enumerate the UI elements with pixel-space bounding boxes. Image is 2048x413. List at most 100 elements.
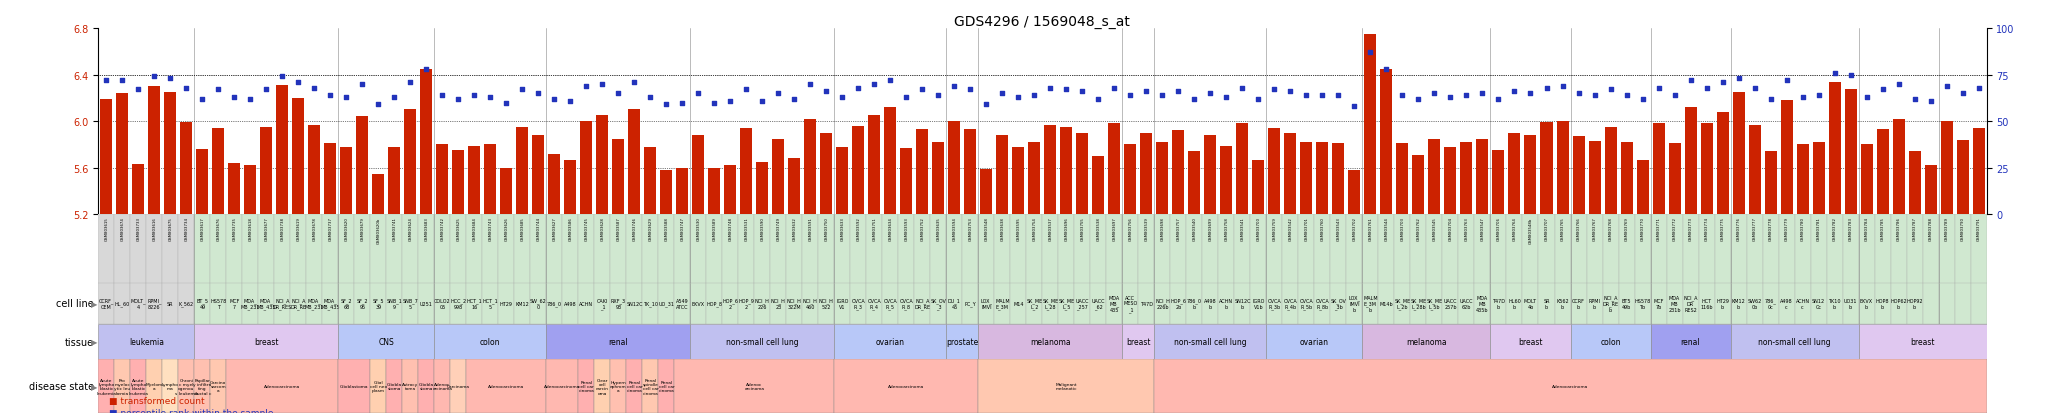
Text: A549
ATCC: A549 ATCC bbox=[676, 298, 688, 309]
Bar bbox=[434, 283, 451, 324]
Bar bbox=[1634, 215, 1651, 283]
Bar bbox=[1122, 283, 1139, 324]
Bar bbox=[514, 283, 530, 324]
Bar bbox=[98, 215, 115, 283]
Text: M14b: M14b bbox=[1380, 301, 1393, 306]
Text: NCI_H
23: NCI_H 23 bbox=[770, 298, 786, 309]
Bar bbox=[434, 215, 451, 283]
Bar bbox=[1477, 139, 1489, 413]
Bar bbox=[1475, 215, 1491, 283]
Bar bbox=[1874, 215, 1890, 283]
Bar bbox=[850, 283, 866, 324]
Bar bbox=[707, 283, 723, 324]
Bar bbox=[1538, 215, 1554, 283]
Point bbox=[1769, 78, 1802, 84]
Text: GSM803785: GSM803785 bbox=[1880, 217, 1884, 241]
Bar bbox=[1749, 125, 1761, 413]
Bar bbox=[1602, 283, 1618, 324]
Text: GSM803676: GSM803676 bbox=[217, 217, 221, 240]
Point bbox=[778, 96, 811, 103]
Text: GSM803787: GSM803787 bbox=[1913, 217, 1917, 241]
Bar bbox=[594, 283, 610, 324]
Bar bbox=[1122, 215, 1139, 283]
Bar bbox=[1282, 283, 1298, 324]
Point bbox=[217, 94, 250, 101]
Text: GSM803624: GSM803624 bbox=[408, 217, 412, 241]
Text: Clear
cell
carcin
oma: Clear cell carcin oma bbox=[596, 378, 608, 394]
Text: GSM803755: GSM803755 bbox=[1081, 217, 1085, 240]
Text: GSM803591: GSM803591 bbox=[809, 217, 813, 241]
Text: KM12
b: KM12 b bbox=[1733, 298, 1745, 309]
Bar bbox=[1874, 283, 1890, 324]
Bar bbox=[258, 215, 274, 283]
Text: HOP_8: HOP_8 bbox=[707, 301, 723, 306]
Text: OVCA
R_4: OVCA R_4 bbox=[868, 298, 881, 309]
Bar bbox=[563, 215, 578, 283]
Bar bbox=[1075, 215, 1090, 283]
Bar bbox=[563, 283, 578, 324]
Text: SK_ME
L_5: SK_ME L_5 bbox=[1059, 297, 1075, 310]
Text: OVCA
R_5: OVCA R_5 bbox=[883, 298, 897, 309]
Bar bbox=[1669, 144, 1681, 413]
Bar bbox=[866, 215, 883, 283]
Bar bbox=[1858, 215, 1874, 283]
Bar bbox=[1202, 215, 1219, 283]
Bar bbox=[709, 169, 721, 413]
Bar bbox=[178, 283, 195, 324]
Text: CCRF
b: CCRF b bbox=[1573, 298, 1585, 309]
Bar bbox=[1845, 89, 1858, 413]
Bar bbox=[657, 359, 674, 413]
Bar bbox=[834, 359, 979, 413]
Bar bbox=[1139, 215, 1155, 283]
Point bbox=[1898, 96, 1931, 103]
Bar bbox=[1827, 215, 1843, 283]
Text: MDA_
MB_435: MDA_ MB_435 bbox=[256, 297, 276, 310]
Text: ovarian: ovarian bbox=[877, 337, 905, 346]
Point bbox=[393, 79, 426, 86]
Bar bbox=[401, 359, 418, 413]
Text: GSM803746: GSM803746 bbox=[633, 217, 637, 241]
Text: GSM803633: GSM803633 bbox=[840, 217, 844, 241]
Text: GSM803537: GSM803537 bbox=[1049, 217, 1053, 241]
Text: Lympho
ma: Lympho ma bbox=[162, 382, 178, 390]
Bar bbox=[723, 215, 739, 283]
Bar bbox=[1651, 324, 1731, 359]
Point bbox=[1434, 94, 1466, 101]
Bar bbox=[117, 94, 129, 413]
Bar bbox=[227, 283, 242, 324]
Text: GSM803539: GSM803539 bbox=[1145, 217, 1149, 241]
Bar bbox=[930, 283, 946, 324]
Text: GSM803704: GSM803704 bbox=[1448, 217, 1452, 241]
Bar bbox=[643, 359, 657, 413]
Point bbox=[1530, 85, 1563, 92]
Bar bbox=[1651, 283, 1667, 324]
Point bbox=[1067, 89, 1100, 95]
Bar bbox=[756, 162, 768, 413]
Text: NCI_H
522: NCI_H 522 bbox=[819, 298, 834, 309]
Bar bbox=[418, 283, 434, 324]
Point bbox=[1018, 93, 1051, 99]
Bar bbox=[627, 359, 643, 413]
Bar bbox=[1954, 283, 1970, 324]
Bar bbox=[1171, 215, 1186, 283]
Bar bbox=[1602, 215, 1618, 283]
Bar bbox=[483, 215, 498, 283]
Text: Malignant
melanotic: Malignant melanotic bbox=[1055, 382, 1077, 390]
Bar bbox=[627, 283, 643, 324]
Bar bbox=[1219, 215, 1235, 283]
Text: breast: breast bbox=[1911, 337, 1935, 346]
Bar bbox=[1155, 283, 1171, 324]
Point bbox=[1337, 104, 1370, 110]
Bar bbox=[578, 359, 594, 413]
Text: ▶: ▶ bbox=[90, 382, 98, 391]
Bar bbox=[1059, 283, 1075, 324]
Text: PC_Y: PC_Y bbox=[965, 301, 977, 306]
Text: SF_2
95: SF_2 95 bbox=[356, 298, 369, 309]
Bar bbox=[1346, 215, 1362, 283]
Bar bbox=[389, 147, 399, 413]
Bar bbox=[1204, 136, 1217, 413]
Text: MDA_
MB_435: MDA_ MB_435 bbox=[322, 297, 340, 310]
Text: UACC
257b: UACC 257b bbox=[1444, 298, 1458, 309]
Bar bbox=[1939, 215, 1954, 283]
Bar bbox=[1237, 124, 1249, 413]
